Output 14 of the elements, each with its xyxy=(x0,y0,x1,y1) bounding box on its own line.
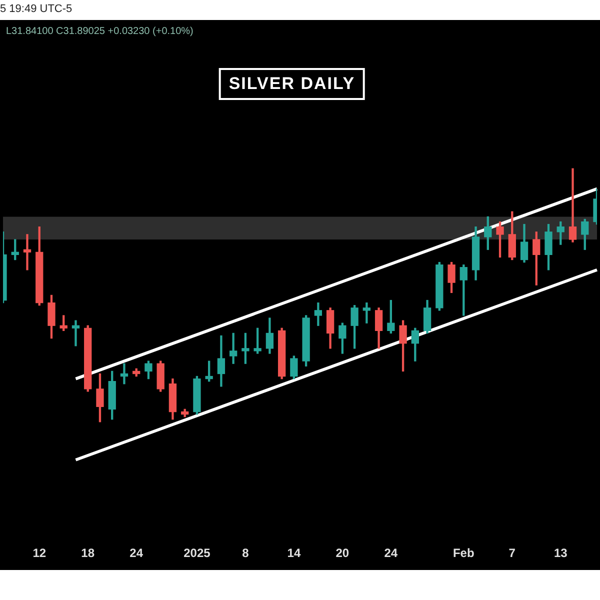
x-tick-label: 24 xyxy=(130,546,144,560)
text: L31.84100 C31.89025 +0.03230 (+0.10%) xyxy=(6,26,194,37)
x-tick-label: 12 xyxy=(32,546,46,560)
x-tick-label: 8 xyxy=(242,546,250,560)
x-tick-label: 18 xyxy=(81,546,95,560)
text: 5 19:49 UTC-5 xyxy=(0,3,72,15)
x-tick-label: 24 xyxy=(384,546,398,560)
x-tick-label: 13 xyxy=(554,546,568,560)
x-tick-label: 20 xyxy=(336,546,350,560)
x-tick-label: 2025 xyxy=(184,546,211,560)
x-tick-label: 14 xyxy=(287,546,301,560)
chart-title: SILVER DAILY xyxy=(218,68,366,100)
x-tick-label: Feb xyxy=(452,546,474,560)
x-tick-label: 7 xyxy=(508,546,516,560)
